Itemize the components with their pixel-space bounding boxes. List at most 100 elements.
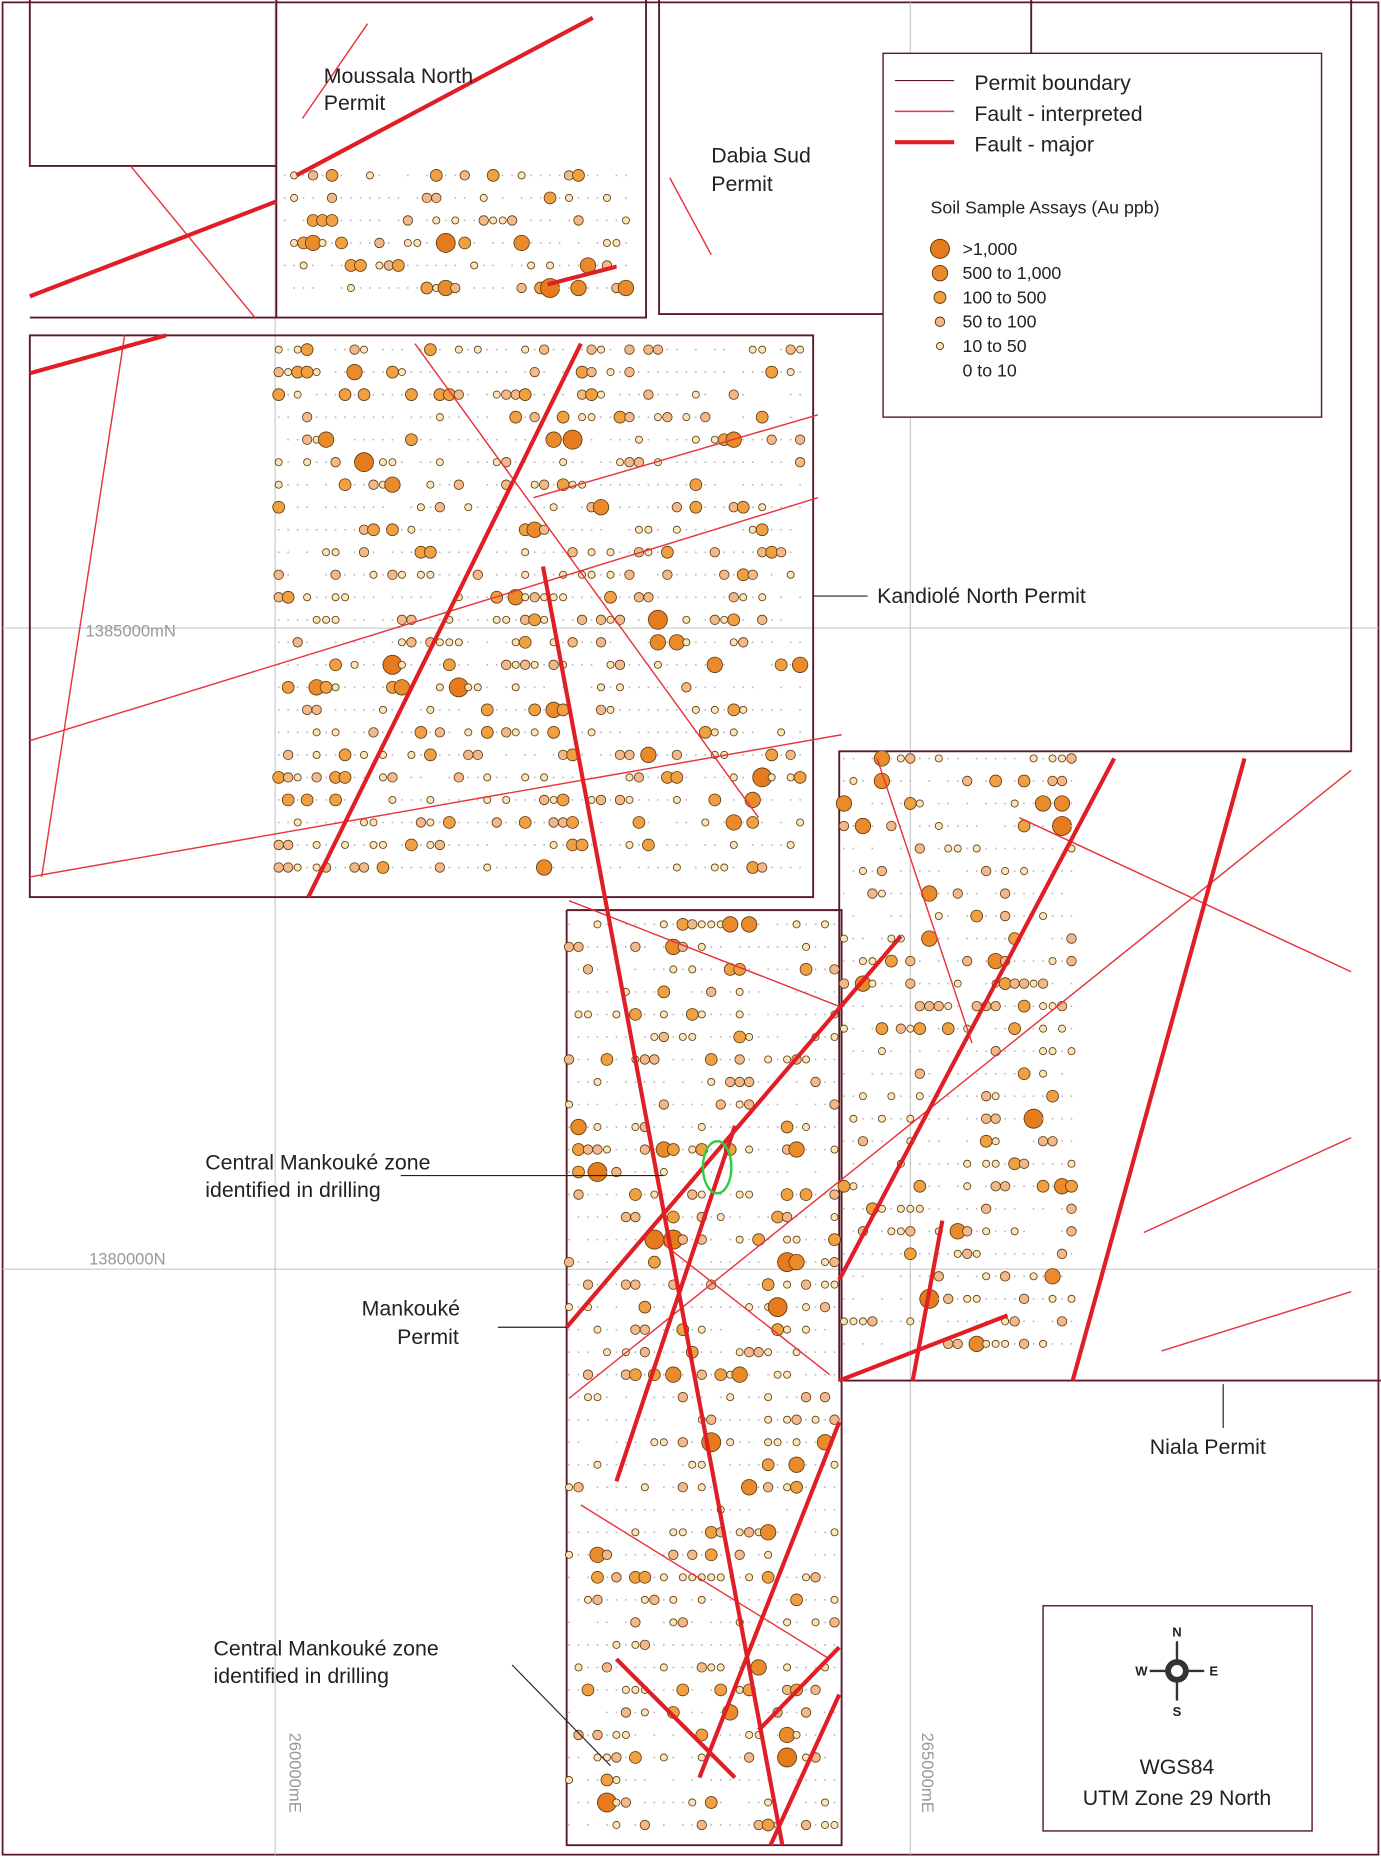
soil-sample	[639, 1819, 651, 1831]
soil-sample	[697, 1010, 706, 1019]
soil-sample	[325, 821, 328, 824]
soil-sample	[543, 393, 546, 396]
soil-sample	[387, 196, 390, 199]
soil-sample	[587, 570, 596, 579]
soil-sample	[681, 1171, 684, 1173]
soil-sample	[587, 287, 589, 289]
soil-sample	[1032, 780, 1035, 782]
soil-sample	[975, 1207, 978, 1210]
soil-sample	[1070, 1342, 1073, 1345]
soil-sample	[306, 844, 309, 846]
soil-sample	[780, 596, 783, 599]
soil-sample	[470, 261, 479, 270]
soil-sample	[710, 435, 719, 444]
soil-sample	[668, 634, 685, 651]
soil-sample	[581, 798, 584, 801]
soil-sample	[524, 753, 527, 756]
soil-sample	[814, 1328, 817, 1331]
soil-sample	[1032, 1207, 1035, 1210]
soil-sample	[344, 528, 347, 531]
soil-sample	[943, 1293, 954, 1304]
soil-sample	[704, 371, 707, 374]
soil-sample	[795, 1396, 798, 1399]
soil-sample	[751, 731, 754, 734]
soil-sample	[363, 483, 365, 486]
soil-sample	[656, 393, 659, 396]
legend-label: Permit boundary	[974, 71, 1131, 95]
soil-sample	[821, 1280, 829, 1289]
soil-sample	[742, 753, 745, 756]
soil-sample	[694, 461, 697, 464]
soil-sample	[424, 545, 437, 559]
soil-sample	[972, 1294, 981, 1303]
soil-sample	[1029, 1272, 1038, 1281]
soil-sample	[312, 750, 321, 759]
soil-sample	[795, 1576, 798, 1579]
soil-sample	[378, 287, 381, 289]
soil-sample	[382, 573, 384, 576]
soil-sample	[899, 1320, 902, 1323]
soil-sample	[368, 287, 371, 289]
soil-sample	[360, 345, 368, 354]
soil-sample	[761, 844, 764, 846]
soil-sample	[985, 915, 988, 918]
soil-sample	[1070, 915, 1073, 918]
soil-sample	[899, 802, 902, 805]
soil-sample	[852, 1275, 855, 1278]
soil-sample	[643, 990, 646, 993]
soil-sample	[312, 264, 315, 267]
soil-sample	[322, 548, 331, 557]
soil-sample	[719, 1328, 722, 1331]
soil-sample	[325, 483, 328, 486]
soil-sample	[1051, 1185, 1054, 1188]
soil-sample	[615, 174, 618, 177]
soil-sample	[615, 1441, 618, 1444]
soil-sample	[810, 1684, 821, 1696]
permit-label: Permit	[397, 1325, 459, 1349]
soil-sample	[843, 1140, 845, 1143]
soil-sample	[833, 1711, 836, 1714]
soil-sample	[1042, 1252, 1045, 1255]
soil-sample	[738, 1418, 741, 1421]
soil-sample	[562, 551, 565, 554]
soil-sample	[457, 416, 460, 419]
soil-sample	[725, 814, 742, 831]
soil-sample	[748, 1598, 751, 1601]
soil-sample	[1013, 757, 1016, 760]
soil-sample	[388, 458, 397, 467]
soil-sample	[325, 844, 328, 846]
soil-sample	[890, 892, 893, 895]
soil-sample	[833, 923, 836, 926]
soil-sample	[562, 641, 565, 644]
soil-sample	[587, 1216, 589, 1219]
soil-sample	[527, 261, 536, 270]
soil-sample	[685, 1008, 699, 1021]
soil-sample	[473, 219, 476, 222]
soil-sample	[353, 551, 356, 554]
soil-sample	[643, 1373, 646, 1376]
soil-sample	[776, 923, 779, 926]
soil-sample	[1032, 1342, 1035, 1345]
soil-sample	[368, 241, 371, 244]
soil-sample	[956, 1072, 959, 1075]
soil-sample	[890, 1320, 893, 1323]
soil-sample	[704, 1548, 718, 1562]
soil-sample	[710, 1373, 713, 1376]
soil-sample	[757, 1261, 760, 1264]
soil-sample	[609, 731, 612, 734]
soil-sample	[501, 659, 512, 670]
soil-sample	[372, 393, 375, 396]
soil-sample	[719, 1418, 722, 1421]
soil-sample	[311, 772, 322, 783]
soil-sample	[691, 1103, 694, 1106]
soil-sample	[747, 569, 758, 580]
soil-sample	[650, 1438, 659, 1447]
soil-sample	[505, 551, 508, 554]
soil-sample	[647, 686, 650, 689]
soil-sample	[697, 1483, 706, 1492]
soil-sample	[287, 528, 290, 531]
soil-sample	[457, 844, 460, 846]
soil-sample	[606, 570, 615, 579]
soil-sample	[975, 870, 978, 872]
soil-sample	[761, 1458, 775, 1472]
